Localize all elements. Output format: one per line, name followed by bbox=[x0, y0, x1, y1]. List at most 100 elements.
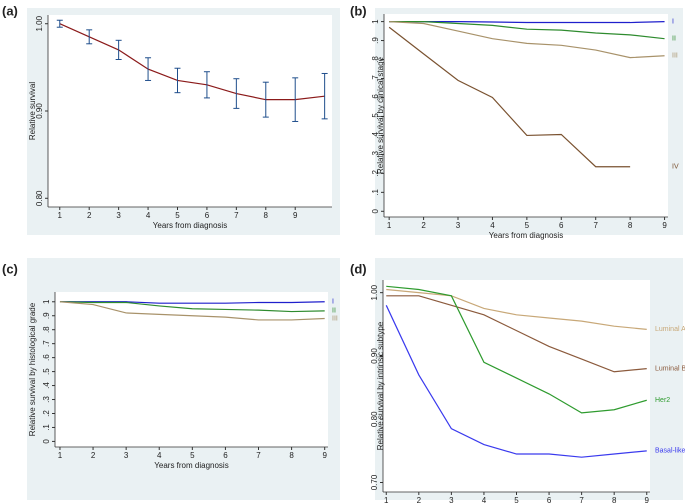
y-tick-label: .6 bbox=[42, 354, 51, 361]
y-tick-label: .6 bbox=[371, 94, 380, 101]
series-line bbox=[59, 301, 325, 321]
series-line bbox=[59, 23, 325, 101]
x-axis-label: Years from diagnosis bbox=[154, 461, 228, 470]
x-tick-label: 7 bbox=[256, 451, 261, 460]
y-tick-label: .5 bbox=[371, 113, 380, 120]
y-tick-label: .9 bbox=[42, 312, 51, 319]
panel-label: (b) bbox=[350, 3, 367, 18]
series-label: Basal-like bbox=[655, 448, 685, 455]
x-axis-label: Years from diagnosis bbox=[153, 221, 227, 230]
x-tick-label: 3 bbox=[449, 496, 454, 504]
x-tick-label: 1 bbox=[387, 221, 392, 230]
y-axis-label: Relative survival by histological grade bbox=[28, 302, 37, 436]
y-tick-label: 0.80 bbox=[35, 190, 44, 206]
series-line bbox=[386, 295, 647, 373]
series-line bbox=[59, 301, 325, 313]
x-tick-label: 9 bbox=[662, 221, 667, 230]
error-bar bbox=[262, 81, 269, 118]
y-tick-label: 1 bbox=[371, 19, 380, 24]
panel-label: (a) bbox=[2, 3, 18, 18]
y-tick-label: 1.00 bbox=[35, 15, 44, 31]
y-tick-label: .2 bbox=[42, 410, 51, 417]
x-tick-label: 6 bbox=[547, 496, 552, 504]
series-label: Luminal B bbox=[655, 365, 685, 372]
x-tick-label: 4 bbox=[146, 211, 151, 220]
x-tick-label: 7 bbox=[593, 221, 598, 230]
x-tick-label: 2 bbox=[417, 496, 422, 504]
series-label: I bbox=[672, 18, 674, 25]
error-bar bbox=[86, 29, 93, 45]
y-tick-label: .8 bbox=[42, 326, 51, 333]
x-tick-label: 6 bbox=[559, 221, 564, 230]
x-tick-label: 5 bbox=[175, 211, 180, 220]
y-tick-label: 0.90 bbox=[35, 103, 44, 119]
x-tick-label: 6 bbox=[223, 451, 228, 460]
y-tick-label: .1 bbox=[371, 188, 380, 195]
x-tick-label: 2 bbox=[87, 211, 92, 220]
x-tick-label: 1 bbox=[58, 211, 63, 220]
y-tick-label: .7 bbox=[371, 75, 380, 82]
x-tick-label: 8 bbox=[628, 221, 633, 230]
y-tick-label: .4 bbox=[42, 382, 51, 389]
y-tick-label: 0 bbox=[371, 209, 380, 214]
x-tick-label: 4 bbox=[157, 451, 162, 460]
x-tick-label: 7 bbox=[234, 211, 239, 220]
y-tick-label: .5 bbox=[42, 368, 51, 375]
y-tick-label: .9 bbox=[371, 37, 380, 44]
y-tick-label: .8 bbox=[371, 56, 380, 63]
y-tick-label: .7 bbox=[42, 340, 51, 347]
x-tick-label: 1 bbox=[58, 451, 63, 460]
y-tick-label: .4 bbox=[371, 132, 380, 139]
error-bar bbox=[56, 19, 63, 28]
x-tick-label: 5 bbox=[525, 221, 530, 230]
series-line bbox=[389, 20, 665, 24]
x-tick-label: 8 bbox=[264, 211, 269, 220]
series-line bbox=[386, 285, 647, 414]
y-tick-label: 1 bbox=[42, 299, 51, 304]
panel-label: (c) bbox=[2, 261, 18, 276]
x-tick-label: 8 bbox=[289, 451, 294, 460]
y-tick-label: 0.80 bbox=[370, 411, 379, 427]
panel-label: (d) bbox=[350, 261, 367, 276]
x-tick-label: 1 bbox=[384, 496, 389, 504]
x-tick-label: 4 bbox=[490, 221, 495, 230]
x-tick-label: 9 bbox=[322, 451, 327, 460]
x-axis-label: Years from diagnosis bbox=[489, 231, 563, 240]
x-tick-label: 3 bbox=[116, 211, 121, 220]
error-bar bbox=[321, 72, 328, 120]
error-bar bbox=[292, 77, 299, 122]
y-tick-label: 0.90 bbox=[370, 348, 379, 364]
plot-area bbox=[55, 292, 328, 447]
y-tick-label: 1.00 bbox=[370, 284, 379, 300]
y-axis-label: Relative survival by intrinsic subtype bbox=[376, 321, 385, 450]
series-label: Luminal A bbox=[655, 326, 685, 333]
x-tick-label: 9 bbox=[293, 211, 298, 220]
x-tick-label: 3 bbox=[456, 221, 461, 230]
series-label: IV bbox=[672, 164, 679, 171]
series-line bbox=[389, 20, 665, 59]
series-label: Her2 bbox=[655, 397, 670, 404]
error-bar bbox=[203, 71, 210, 99]
y-tick-label: .1 bbox=[42, 424, 51, 431]
plot-area bbox=[384, 14, 668, 217]
y-tick-label: .3 bbox=[42, 396, 51, 403]
series-label: III bbox=[332, 315, 338, 322]
x-tick-label: 8 bbox=[612, 496, 617, 504]
y-tick-label: .2 bbox=[371, 169, 380, 176]
series-line bbox=[389, 20, 665, 40]
y-tick-label: 0 bbox=[42, 439, 51, 444]
series-line bbox=[388, 26, 631, 168]
x-tick-label: 7 bbox=[579, 496, 584, 504]
error-bar bbox=[174, 67, 181, 94]
plot-area bbox=[48, 15, 332, 207]
series-label: III bbox=[672, 53, 678, 60]
error-bar bbox=[145, 57, 152, 81]
x-tick-label: 9 bbox=[645, 496, 650, 504]
series-line bbox=[59, 301, 325, 304]
x-tick-label: 5 bbox=[514, 496, 519, 504]
y-axis-label: Relative survival by clinical stage bbox=[376, 56, 385, 173]
series-label: I bbox=[332, 299, 334, 306]
x-tick-label: 2 bbox=[421, 221, 426, 230]
series-line bbox=[386, 288, 647, 330]
